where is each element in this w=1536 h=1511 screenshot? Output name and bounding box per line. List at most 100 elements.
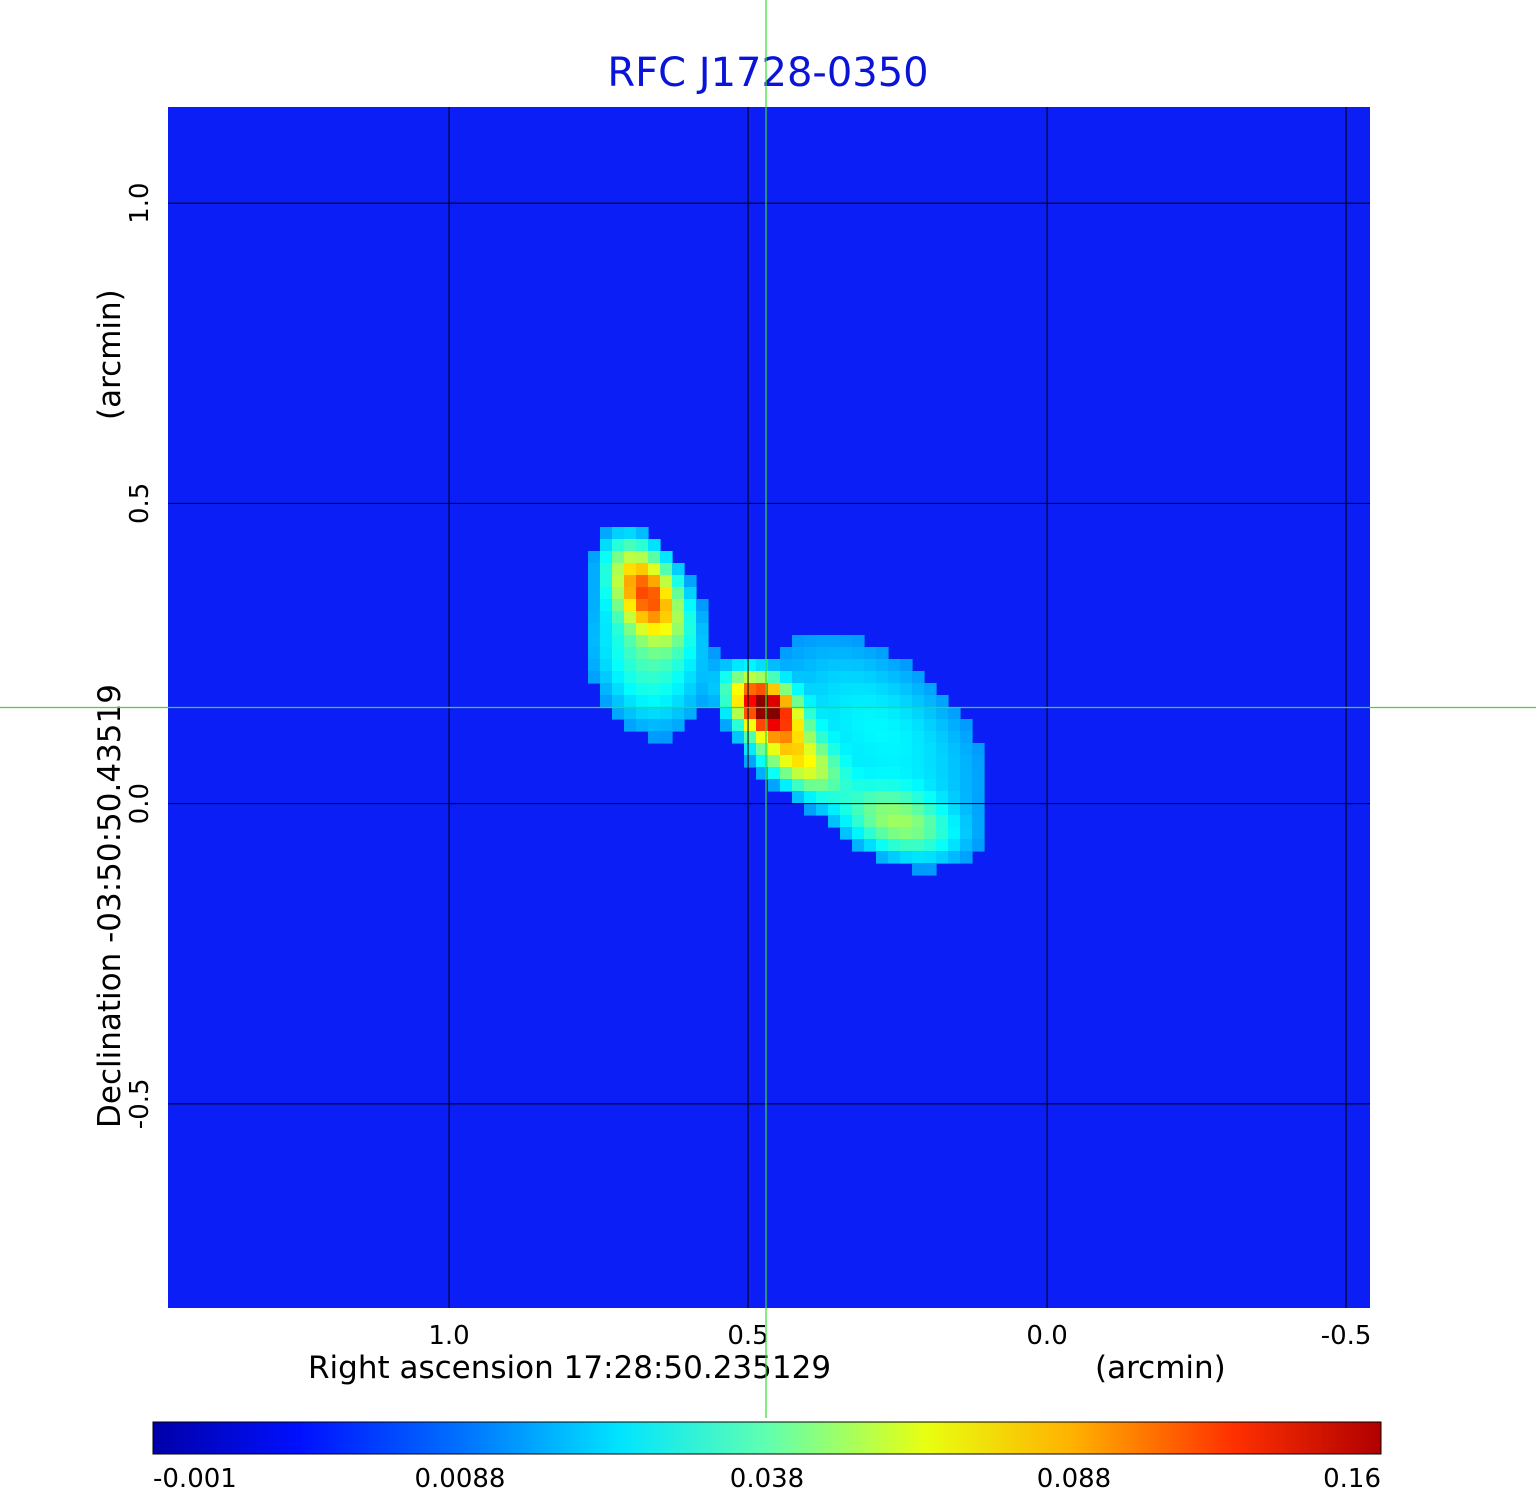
intensity-pixel	[780, 695, 793, 708]
intensity-pixel	[936, 827, 949, 840]
intensity-pixel	[624, 659, 637, 672]
intensity-pixel	[900, 755, 913, 768]
intensity-pixel	[792, 707, 805, 720]
intensity-pixel	[612, 539, 625, 552]
intensity-pixel	[816, 635, 829, 648]
intensity-pixel	[816, 731, 829, 744]
intensity-pixel	[696, 671, 709, 684]
intensity-pixel	[672, 575, 685, 588]
intensity-pixel	[588, 575, 601, 588]
intensity-pixel	[780, 707, 793, 720]
intensity-pixel	[744, 719, 757, 732]
crosshair	[0, 0, 1536, 1418]
intensity-pixel	[768, 683, 781, 696]
intensity-pixel	[708, 671, 721, 684]
colorbar-tick-label: 0.088	[1037, 1464, 1111, 1494]
intensity-pixel	[924, 695, 937, 708]
intensity-pixel	[636, 599, 649, 612]
intensity-pixel	[900, 731, 913, 744]
intensity-pixel	[756, 695, 769, 708]
intensity-pixel	[648, 707, 661, 720]
intensity-pixel	[720, 683, 733, 696]
intensity-pixel	[816, 767, 829, 780]
intensity-pixel	[888, 743, 901, 756]
intensity-pixel	[948, 743, 961, 756]
colorbar-tick-label: 0.16	[1323, 1464, 1381, 1494]
intensity-pixel	[684, 599, 697, 612]
intensity-pixel	[900, 683, 913, 696]
intensity-pixel	[648, 731, 661, 744]
intensity-pixel	[924, 791, 937, 804]
intensity-pixel	[876, 851, 889, 864]
intensity-pixel	[924, 851, 937, 864]
intensity-pixel	[852, 791, 865, 804]
intensity-pixel	[900, 779, 913, 792]
intensity-pixel	[828, 719, 841, 732]
intensity-pixel	[648, 659, 661, 672]
intensity-pixel	[888, 779, 901, 792]
intensity-pixel	[720, 659, 733, 672]
intensity-pixel	[900, 695, 913, 708]
intensity-pixel	[900, 659, 913, 672]
intensity-pixel	[612, 587, 625, 600]
intensity-pixel	[936, 779, 949, 792]
intensity-pixel	[600, 599, 613, 612]
intensity-pixel	[936, 743, 949, 756]
intensity-pixel	[864, 827, 877, 840]
intensity-pixel	[852, 743, 865, 756]
intensity-pixel	[624, 647, 637, 660]
intensity-map	[588, 527, 985, 876]
intensity-pixel	[612, 611, 625, 624]
intensity-pixel	[936, 707, 949, 720]
intensity-pixel	[888, 695, 901, 708]
intensity-pixel	[816, 755, 829, 768]
intensity-pixel	[660, 719, 673, 732]
intensity-pixel	[924, 683, 937, 696]
intensity-pixel	[876, 683, 889, 696]
intensity-pixel	[660, 695, 673, 708]
intensity-pixel	[972, 827, 985, 840]
intensity-pixel	[600, 623, 613, 636]
intensity-pixel	[636, 551, 649, 564]
intensity-pixel	[828, 707, 841, 720]
intensity-pixel	[876, 755, 889, 768]
intensity-pixel	[960, 743, 973, 756]
intensity-pixel	[912, 779, 925, 792]
intensity-pixel	[924, 707, 937, 720]
intensity-pixel	[864, 815, 877, 828]
intensity-pixel	[612, 635, 625, 648]
intensity-pixel	[924, 827, 937, 840]
intensity-pixel	[684, 575, 697, 588]
intensity-pixel	[912, 767, 925, 780]
intensity-pixel	[900, 707, 913, 720]
intensity-pixel	[768, 659, 781, 672]
intensity-pixel	[756, 731, 769, 744]
intensity-pixel	[876, 815, 889, 828]
intensity-pixel	[672, 563, 685, 576]
intensity-pixel	[648, 575, 661, 588]
intensity-pixel	[852, 815, 865, 828]
intensity-pixel	[648, 671, 661, 684]
intensity-pixel	[780, 659, 793, 672]
intensity-pixel	[744, 683, 757, 696]
intensity-pixel	[756, 683, 769, 696]
intensity-pixel	[900, 767, 913, 780]
intensity-pixel	[612, 707, 625, 720]
intensity-pixel	[624, 527, 637, 540]
intensity-pixel	[600, 635, 613, 648]
intensity-pixel	[672, 599, 685, 612]
intensity-pixel	[660, 671, 673, 684]
intensity-pixel	[732, 707, 745, 720]
intensity-pixel	[732, 731, 745, 744]
intensity-pixel	[780, 743, 793, 756]
intensity-pixel	[732, 719, 745, 732]
intensity-pixel	[600, 539, 613, 552]
intensity-pixel	[720, 719, 733, 732]
intensity-pixel	[672, 659, 685, 672]
x-axis-label: Right ascension 17:28:50.235129	[308, 1350, 831, 1386]
intensity-pixel	[852, 707, 865, 720]
intensity-pixel	[660, 563, 673, 576]
intensity-pixel	[696, 635, 709, 648]
intensity-pixel	[864, 695, 877, 708]
intensity-pixel	[840, 803, 853, 816]
